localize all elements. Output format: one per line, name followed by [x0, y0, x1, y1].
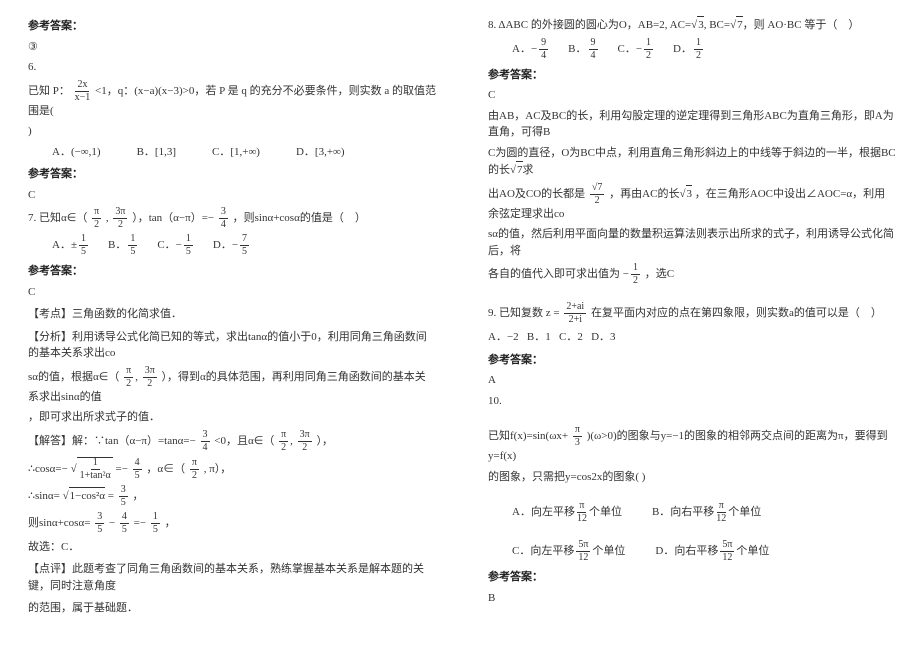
q6-optD: D．[3,+∞): [296, 144, 345, 161]
answer-value: ③: [28, 39, 436, 56]
q7-optB: B．15: [108, 234, 139, 257]
q6-optC: C．[1,+∞): [212, 144, 260, 161]
q10-l2: 的图象，只需把y=cos2x的图象( ): [488, 469, 896, 486]
q10-optD: D．向右平移5π12个单位: [655, 540, 769, 563]
q10-optA: A．向左平移π12个单位: [512, 501, 622, 524]
q6-number: 6.: [28, 59, 436, 76]
q6-close: ): [28, 123, 436, 140]
q10-l1: 已知f(x)=sin(ωx+ π3 )(ω>0)的图象与y=−1的图象的相邻两交…: [488, 425, 896, 465]
q8-optC: C．−12: [618, 38, 656, 61]
dianping-l2: 的范围，属于基础题．: [28, 600, 436, 617]
answer-value: C: [28, 284, 436, 301]
kaodian: 【考点】三角函数的化简求值．: [28, 306, 436, 323]
answer-value: C: [488, 87, 896, 104]
dianping-l1: 【点评】此题考查了同角三角函数间的基本关系，熟练掌握基本关系是解本题的关键，同时…: [28, 561, 436, 594]
jieda-l1: 【解答】解：∵tan（α−π）=tanα=− 34 <0，且α∈（ π2, 3π…: [28, 430, 436, 453]
answer-heading: 参考答案：: [28, 18, 436, 35]
q7-optD: D．−75: [213, 234, 251, 257]
q8-options: A．−94 B．94 C．−12 D．12: [512, 38, 896, 61]
q6-fraction: 2x x−1: [75, 80, 91, 103]
q9-options: A．−2 B．1 C．2 D．3: [488, 329, 896, 346]
exp-l1: 由AB，AC及BC的长，利用勾股定理的逆定理得到三角形ABC为直角三角形，即A为…: [488, 108, 896, 141]
q10-options-row1: A．向左平移π12个单位 B．向右平移π12个单位: [512, 501, 896, 524]
exp-l3: 出AO及CO的长都是 √72 ，再由AC的长√3 ，在三角形AOC中设出∠AOC…: [488, 183, 896, 223]
sum-line: 则sinα+cosα= 35 − 45 =− 15 ，: [28, 512, 436, 535]
fenxi-l1: 【分析】利用诱导公式化简已知的等式，求出tanα的值小于0，利用同角三角函数间的…: [28, 329, 436, 362]
q8-optD: D．12: [673, 38, 705, 61]
q6-text: 已知 P： 2x x−1 <1，q：(x−a)(x−3)>0，若 P 是 q 的…: [28, 80, 436, 120]
guxuan: 故选：C．: [28, 539, 436, 556]
answer-heading: 参考答案：: [28, 166, 436, 183]
q6-options: A．(−∞,1) B．[1,3] C．[1,+∞) D．[3,+∞): [52, 144, 436, 161]
q8-optA: A．−94: [512, 38, 550, 61]
exp-l2: C为圆的直径，O为BC中点，利用直角三角形斜边上的中线等于斜边的一半，根据BC的…: [488, 145, 896, 179]
answer-heading: 参考答案：: [488, 352, 896, 369]
q7-text: 7. 已知α∈（ π2 , 3π2 ），tan（α−π）=− 34 ，则sinα…: [28, 207, 436, 230]
right-column: 8. ΔABC 的外接圆的圆心为O，AB=2, AC=√3, BC=√7，则 A…: [460, 0, 920, 651]
sina-line: ∴sinα= √1−cos²α = 35 ，: [28, 485, 436, 508]
q10-options-row2: C．向左平移5π12个单位 D．向右平移5π12个单位: [512, 540, 896, 563]
answer-value: C: [28, 187, 436, 204]
q9-text: 9. 已知复数 z = 2+ai2+i 在复平面内对应的点在第四象限，则实数a的…: [488, 302, 896, 325]
q6-pre: 已知: [28, 85, 50, 97]
q10-optB: B．向右平移π12个单位: [652, 501, 761, 524]
fenxi-l3: ，即可求出所求式子的值．: [28, 409, 436, 426]
answer-heading: 参考答案：: [488, 569, 896, 586]
answer-value: B: [488, 590, 896, 607]
answer-value: A: [488, 372, 896, 389]
q6-optA: A．(−∞,1): [52, 144, 101, 161]
exp-l5: 各自的值代入即可求出值为 −12 ，选C: [488, 263, 896, 286]
cosa-line: ∴cosα=− √11+tan²α =− 45 ，α∈（ π2 , π），: [28, 457, 436, 481]
left-column: 参考答案： ③ 6. 已知 P： 2x x−1 <1，q：(x−a)(x−3)>…: [0, 0, 460, 651]
answer-heading: 参考答案：: [28, 263, 436, 280]
answer-heading: 参考答案：: [488, 67, 896, 84]
q6-optB: B．[1,3]: [137, 144, 176, 161]
exp-l4: sα的值，然后利用平面向量的数量积运算法则表示出所求的式子，利用诱导公式化简后，…: [488, 226, 896, 259]
q7-optA: A．±15: [52, 234, 90, 257]
q7-options: A．±15 B．15 C．−15 D．−75: [52, 234, 436, 257]
q8-text: 8. ΔABC 的外接圆的圆心为O，AB=2, AC=√3, BC=√7，则 A…: [488, 16, 896, 34]
q10-number: 10.: [488, 393, 896, 410]
fenxi-l2: sα的值，根据α∈（ π2, 3π2 ），得到α的具体范围，再利用同角三角函数间…: [28, 366, 436, 406]
q7-optC: C．−15: [157, 234, 195, 257]
q10-optC: C．向左平移5π12个单位: [512, 540, 625, 563]
q8-optB: B．94: [568, 38, 599, 61]
